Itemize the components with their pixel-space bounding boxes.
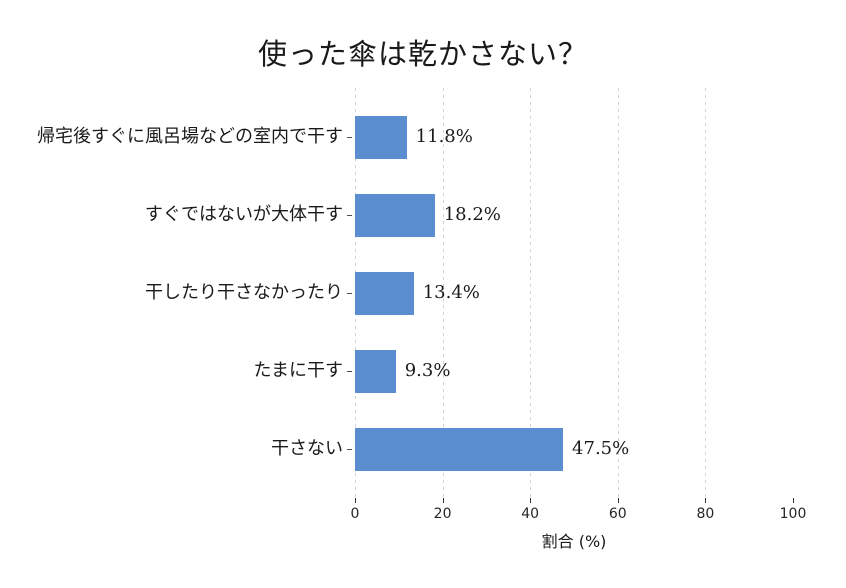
x-tick-label-60: 60 bbox=[608, 506, 627, 522]
bar-value-label: 47.5% bbox=[572, 438, 630, 459]
bar-value-label: 13.4% bbox=[422, 282, 480, 303]
x-axis-tick-40 bbox=[530, 498, 532, 503]
bar-1 bbox=[355, 193, 435, 237]
x-axis-tick-100 bbox=[793, 498, 794, 503]
bar-value-label: 9.3% bbox=[404, 360, 451, 381]
category-label: たまに干す bbox=[253, 360, 343, 381]
y-axis-tick bbox=[347, 215, 352, 216]
y-axis-tick bbox=[347, 449, 352, 450]
category-label: 干したり干さなかったり bbox=[145, 282, 343, 303]
gridline-x-20 bbox=[442, 88, 444, 497]
bar-3 bbox=[355, 349, 396, 393]
x-axis-tick-20 bbox=[442, 498, 444, 503]
bar-4 bbox=[355, 427, 564, 471]
x-axis-tick-0 bbox=[355, 498, 356, 503]
category-label: すぐではないが大体干す bbox=[144, 204, 343, 225]
gridline-x-80 bbox=[705, 88, 707, 497]
category-label: 干さない bbox=[271, 438, 343, 459]
category-label: 帰宅後すぐに風呂場などの室内で干す bbox=[37, 126, 343, 147]
y-axis-tick bbox=[347, 293, 352, 294]
chart-title: 使った傘は乾かさない？ bbox=[257, 37, 588, 71]
x-tick-label-40: 40 bbox=[521, 506, 540, 522]
x-axis-label: 割合 (%) bbox=[541, 532, 607, 551]
bar-value-label: 11.8% bbox=[415, 126, 473, 147]
x-axis-tick-80 bbox=[705, 498, 707, 503]
bar-2 bbox=[355, 271, 414, 315]
gridline-x-60 bbox=[617, 88, 619, 497]
x-tick-label-80: 80 bbox=[696, 506, 715, 522]
x-axis-tick-60 bbox=[617, 498, 619, 503]
bar-value-label: 18.2% bbox=[443, 204, 501, 225]
y-axis-tick bbox=[347, 137, 352, 138]
x-tick-label-100: 100 bbox=[779, 506, 807, 522]
y-axis-tick bbox=[347, 371, 352, 372]
x-tick-label-20: 20 bbox=[433, 506, 452, 522]
bar-0 bbox=[355, 115, 407, 159]
x-tick-label-0: 0 bbox=[350, 506, 360, 522]
gridline-x-40 bbox=[530, 88, 532, 497]
